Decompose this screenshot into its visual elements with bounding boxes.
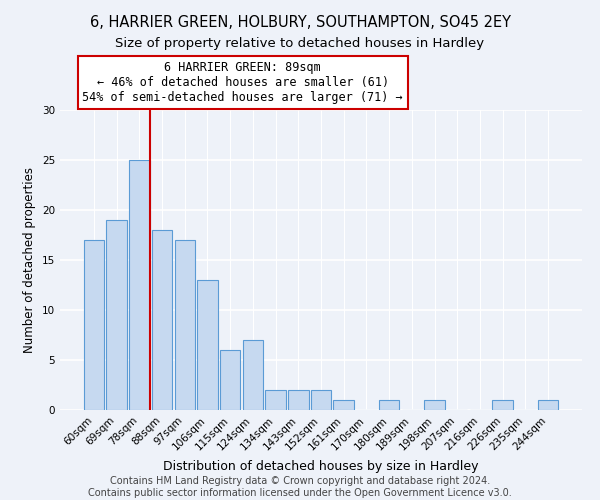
Bar <box>379 400 400 410</box>
Bar <box>311 390 331 410</box>
Bar <box>538 400 558 410</box>
Text: 6, HARRIER GREEN, HOLBURY, SOUTHAMPTON, SO45 2EY: 6, HARRIER GREEN, HOLBURY, SOUTHAMPTON, … <box>89 15 511 30</box>
Text: Contains HM Land Registry data © Crown copyright and database right 2024.
Contai: Contains HM Land Registry data © Crown c… <box>88 476 512 498</box>
Bar <box>265 390 286 410</box>
Bar <box>152 230 172 410</box>
Bar <box>106 220 127 410</box>
Text: 6 HARRIER GREEN: 89sqm
← 46% of detached houses are smaller (61)
54% of semi-det: 6 HARRIER GREEN: 89sqm ← 46% of detached… <box>82 61 403 104</box>
Bar <box>197 280 218 410</box>
Bar <box>129 160 149 410</box>
Bar <box>220 350 241 410</box>
Bar <box>424 400 445 410</box>
Bar <box>84 240 104 410</box>
Bar <box>175 240 195 410</box>
X-axis label: Distribution of detached houses by size in Hardley: Distribution of detached houses by size … <box>163 460 479 473</box>
Y-axis label: Number of detached properties: Number of detached properties <box>23 167 37 353</box>
Bar <box>493 400 513 410</box>
Text: Size of property relative to detached houses in Hardley: Size of property relative to detached ho… <box>115 38 485 51</box>
Bar <box>242 340 263 410</box>
Bar <box>334 400 354 410</box>
Bar <box>288 390 308 410</box>
